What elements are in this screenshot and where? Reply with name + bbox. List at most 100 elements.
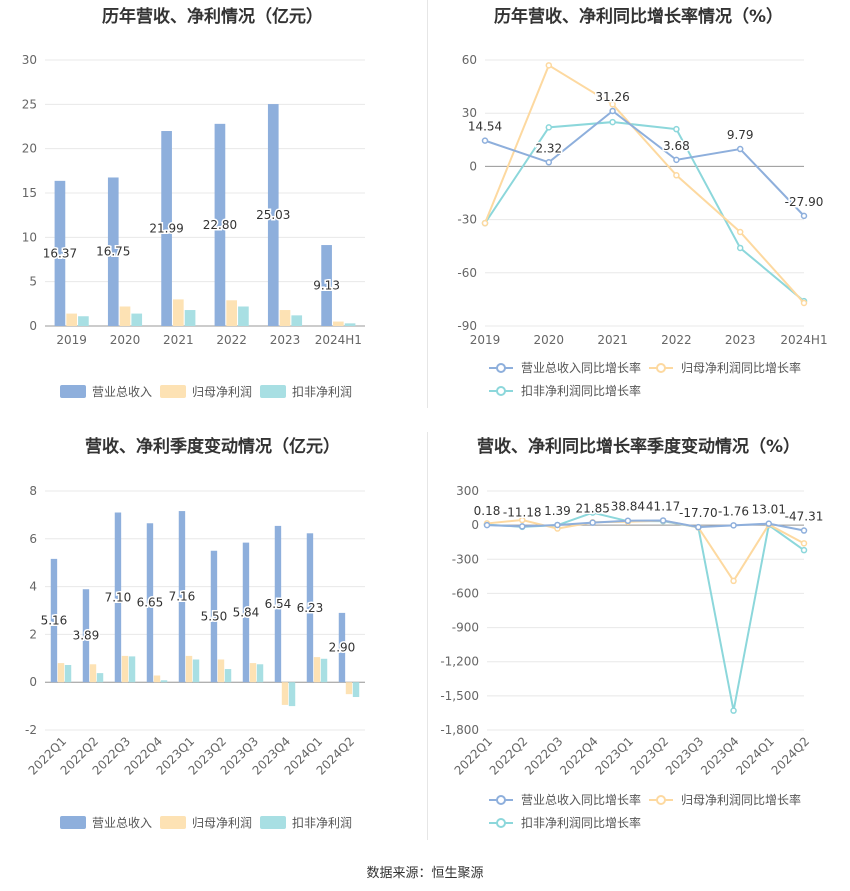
- bar-value-label: 21.99: [149, 222, 183, 236]
- x-tick-label: 2023Q4: [698, 734, 742, 778]
- legend-swatch: [60, 816, 86, 829]
- data-point: [609, 107, 616, 115]
- bar: [54, 180, 66, 326]
- bar-value-label: 5.16: [41, 614, 68, 628]
- y-tick-label: -900: [452, 621, 479, 635]
- bar: [160, 680, 168, 683]
- y-tick-label: 20: [22, 142, 37, 156]
- bar-value-label: 6.54: [265, 597, 292, 611]
- x-tick-label: 2021: [163, 333, 194, 347]
- y-tick-label: 25: [22, 97, 37, 111]
- x-tick-label: 2024H1: [780, 333, 827, 347]
- y-tick-label: 30: [22, 53, 37, 67]
- series-line: [486, 511, 805, 711]
- point-value-label: -27.90: [785, 195, 824, 209]
- y-tick-label: 0: [471, 518, 479, 532]
- y-tick-label: 5: [29, 275, 37, 289]
- x-tick-label: 2023Q2: [628, 734, 672, 778]
- y-tick-label: -30: [457, 213, 477, 227]
- y-tick-label: 2: [29, 627, 37, 641]
- y-tick-label: -2: [25, 723, 37, 737]
- y-tick-label: -300: [452, 552, 479, 566]
- legend-label: 扣非净利润: [292, 385, 352, 399]
- point-value-label: 1.39: [544, 504, 571, 518]
- bar-value-label: 2.90: [329, 641, 356, 655]
- data-point: [545, 62, 553, 69]
- bar: [178, 511, 186, 683]
- x-tick-label: 2023: [725, 333, 756, 347]
- legend-swatch-marker: [496, 795, 506, 805]
- bar: [131, 313, 143, 326]
- x-tick-label: 2019: [470, 333, 501, 347]
- legend-label: 归母净利润: [192, 816, 252, 830]
- series-line: [484, 109, 805, 217]
- x-tick-label: 2022Q2: [487, 734, 531, 778]
- legend-label: 扣非净利润: [292, 816, 352, 830]
- data-point: [736, 244, 744, 252]
- data-point: [589, 509, 596, 516]
- data-point: [730, 522, 737, 529]
- point-value-label: 21.85: [575, 502, 609, 516]
- bar: [64, 664, 72, 683]
- bar: [146, 523, 154, 683]
- bar: [321, 245, 332, 326]
- y-tick-label: -1,200: [440, 655, 479, 669]
- bar: [119, 306, 131, 326]
- legend-label: 扣非净利润同比增长率: [521, 383, 641, 398]
- bar: [338, 612, 346, 683]
- data-point: [673, 156, 680, 164]
- point-value-label: 14.54: [468, 120, 502, 134]
- legend-label: 归母净利润同比增长率: [681, 360, 801, 375]
- y-tick-label: 30: [462, 106, 477, 120]
- data-point: [518, 516, 526, 524]
- y-tick-label: 6: [29, 532, 37, 546]
- legend-label: 营业总收入: [92, 385, 152, 399]
- data-point: [545, 124, 553, 131]
- bar-value-label: 3.89: [73, 629, 100, 643]
- legend-label: 营业总收入同比增长率: [521, 792, 641, 807]
- x-tick-label: 2022Q4: [557, 734, 601, 778]
- annual-growth-rate-chart: 历年营收、净利同比增长率情况（%） 60 30 0 -30 -60 -90 2019 2020…: [427, 0, 850, 410]
- bar: [320, 658, 328, 683]
- x-tick-label: 2023Q1: [592, 734, 636, 778]
- bar-value-label: 5.50: [201, 609, 228, 623]
- bar-value-label: 6.65: [137, 596, 164, 610]
- data-point: [736, 145, 744, 153]
- bar: [89, 664, 97, 683]
- data-point: [518, 523, 526, 530]
- bar: [50, 558, 58, 683]
- data-point: [800, 299, 808, 307]
- x-tick-label: 2022Q3: [522, 734, 566, 778]
- y-tick-label: 60: [462, 53, 477, 67]
- bar-value-label: 5.84: [233, 605, 260, 619]
- bar: [313, 657, 321, 683]
- y-tick-label: 0: [469, 159, 477, 173]
- y-tick-label: 8: [29, 484, 37, 498]
- chart-svg: 0 5 10 15 20 25 30 2019 2020 2021 2022 2023 2024H1 16…: [22, 53, 365, 399]
- bar: [128, 656, 136, 683]
- data-point: [695, 523, 702, 531]
- x-tick-label: 2022Q1: [452, 734, 496, 778]
- x-tick-label: 2022: [661, 333, 692, 347]
- bar: [226, 300, 237, 326]
- series-line: [484, 121, 805, 302]
- bar: [256, 664, 264, 683]
- y-tick-label: 0: [29, 675, 37, 689]
- legend-swatch: [160, 385, 186, 398]
- bar: [210, 550, 218, 683]
- x-tick-label: 2024Q1: [733, 734, 777, 778]
- point-value-label: 9.79: [727, 128, 754, 142]
- x-tick-label: 2023Q3: [663, 734, 707, 778]
- series-line: [486, 519, 805, 532]
- x-tick-label: 2019: [56, 333, 87, 347]
- quarterly-revenue-profit-chart: 营收、净利季度变动情况（亿元） -2 0 2 4 6 8 2022Q1 2022Q2 2022Q…: [0, 430, 425, 850]
- bar: [82, 589, 90, 683]
- bar: [214, 123, 226, 326]
- bar: [345, 682, 353, 695]
- y-tick-label: -60: [457, 266, 477, 280]
- y-tick-label: -1,500: [440, 689, 479, 703]
- bar: [161, 131, 172, 326]
- legend-swatch-marker: [656, 363, 666, 373]
- bar: [153, 675, 161, 683]
- bar: [352, 682, 360, 698]
